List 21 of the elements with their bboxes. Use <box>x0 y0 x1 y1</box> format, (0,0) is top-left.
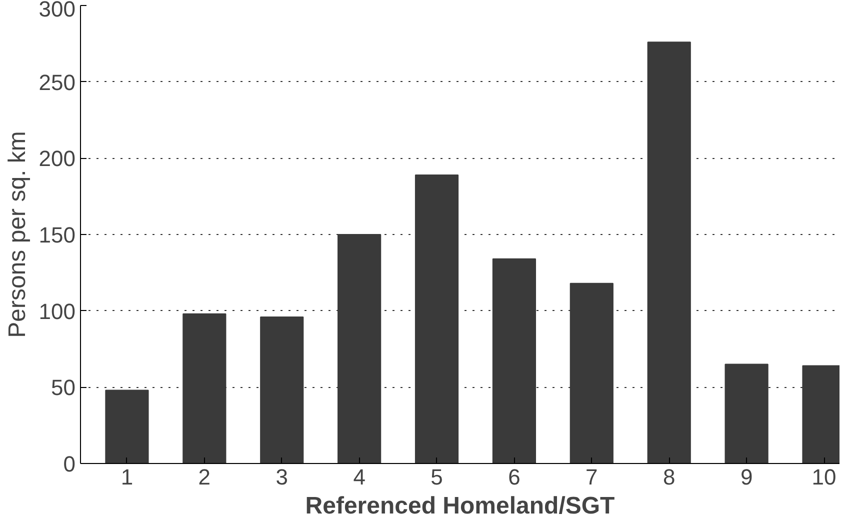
x-tick-label: 7 <box>586 464 598 490</box>
y-tick-label: 150 <box>38 222 76 248</box>
x-tick-label: 1 <box>120 464 134 490</box>
x-tick-label: 8 <box>662 464 676 490</box>
y-tick-label: 250 <box>38 70 76 95</box>
y-tick-label: 200 <box>38 146 76 172</box>
x-tick-label: 5 <box>430 464 443 490</box>
x-tick-label: 9 <box>740 464 753 490</box>
y-axis-title: Persons per sq. km <box>4 131 31 338</box>
y-tick-label: 0 <box>63 452 76 476</box>
x-axis-title: Referenced Homeland/SGT <box>305 492 616 520</box>
x-tick-label: 3 <box>276 464 288 490</box>
y-tick-label: 300 <box>38 0 76 22</box>
x-tick-label: 10 <box>812 464 836 490</box>
x-tick-label: 2 <box>198 464 211 490</box>
x-tick-label: 6 <box>508 464 520 490</box>
y-tick-label: 50 <box>51 375 76 400</box>
bar <box>414 174 459 464</box>
bar <box>647 42 691 464</box>
x-tick-label: 4 <box>353 464 366 490</box>
y-tick-label: 100 <box>38 298 76 324</box>
